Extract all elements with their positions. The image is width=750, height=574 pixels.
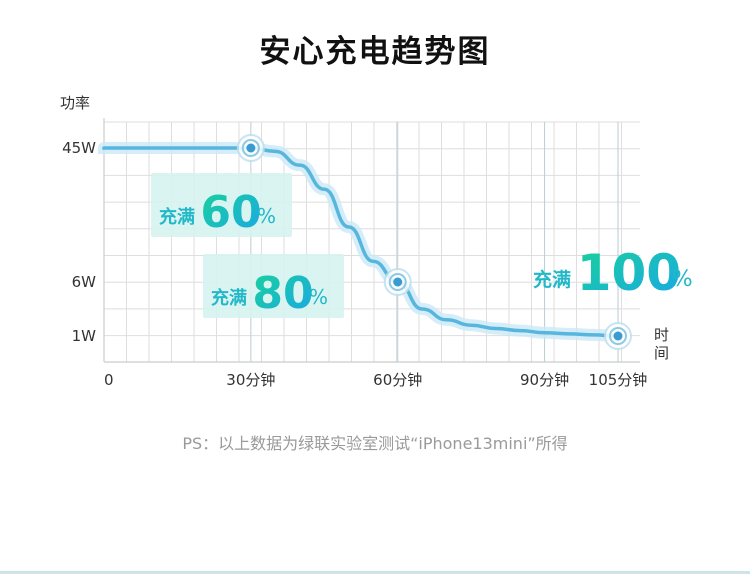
- annotation-value: 60: [200, 187, 261, 238]
- annotation-box: [203, 254, 344, 318]
- annotation-value: 80: [252, 268, 313, 319]
- annotation-value: 100: [577, 244, 681, 302]
- annotation-prefix: 充满: [159, 206, 195, 228]
- annotation-unit: %: [309, 285, 328, 309]
- y-tick-label: 6W: [72, 273, 97, 291]
- annotation-prefix: 充满: [533, 268, 571, 291]
- data-point-marker: [383, 268, 412, 296]
- y-axis-title: 功率: [60, 94, 90, 112]
- annotation-unit: %: [257, 204, 276, 228]
- charge-annotation: 充满 80%: [203, 254, 344, 319]
- annotation-box: [151, 173, 292, 237]
- footnote: PS：以上数据为绿联实验室测试“iPhone13mini”所得: [182, 434, 568, 453]
- x-tick-label: 60分钟: [373, 371, 422, 389]
- y-tick-label: 45W: [62, 139, 96, 157]
- x-axis-title-char: 时: [654, 326, 669, 344]
- charge-annotation: 充满 100%: [533, 244, 693, 302]
- x-axis-title-char: 间: [654, 344, 669, 362]
- marker-ring-inner: [609, 327, 627, 345]
- marker-ring-inner: [241, 139, 260, 157]
- marker-dot: [246, 143, 256, 153]
- y-tick-label: 1W: [72, 327, 97, 345]
- data-point-marker: [236, 134, 265, 162]
- annotation-prefix: 充满: [211, 287, 247, 309]
- x-tick-label: 105分钟: [589, 371, 648, 389]
- marker-dot: [613, 331, 623, 341]
- marker-ring-inner: [388, 273, 407, 291]
- x-tick-label: 0: [104, 371, 114, 389]
- charge-annotation: 充满 60%: [151, 173, 292, 238]
- chart-markers: [236, 134, 632, 350]
- bottom-divider: [0, 571, 750, 574]
- x-tick-label: 30分钟: [226, 371, 275, 389]
- chart-annotations: 充满 60%充满 80%充满 100%: [151, 173, 693, 319]
- x-tick-label: 90分钟: [520, 371, 569, 389]
- chart-title: 安心充电趋势图: [259, 34, 491, 70]
- data-point-marker: [604, 322, 632, 350]
- marker-dot: [393, 277, 403, 287]
- chart-grid: [103, 121, 640, 362]
- annotation-unit: %: [672, 267, 693, 292]
